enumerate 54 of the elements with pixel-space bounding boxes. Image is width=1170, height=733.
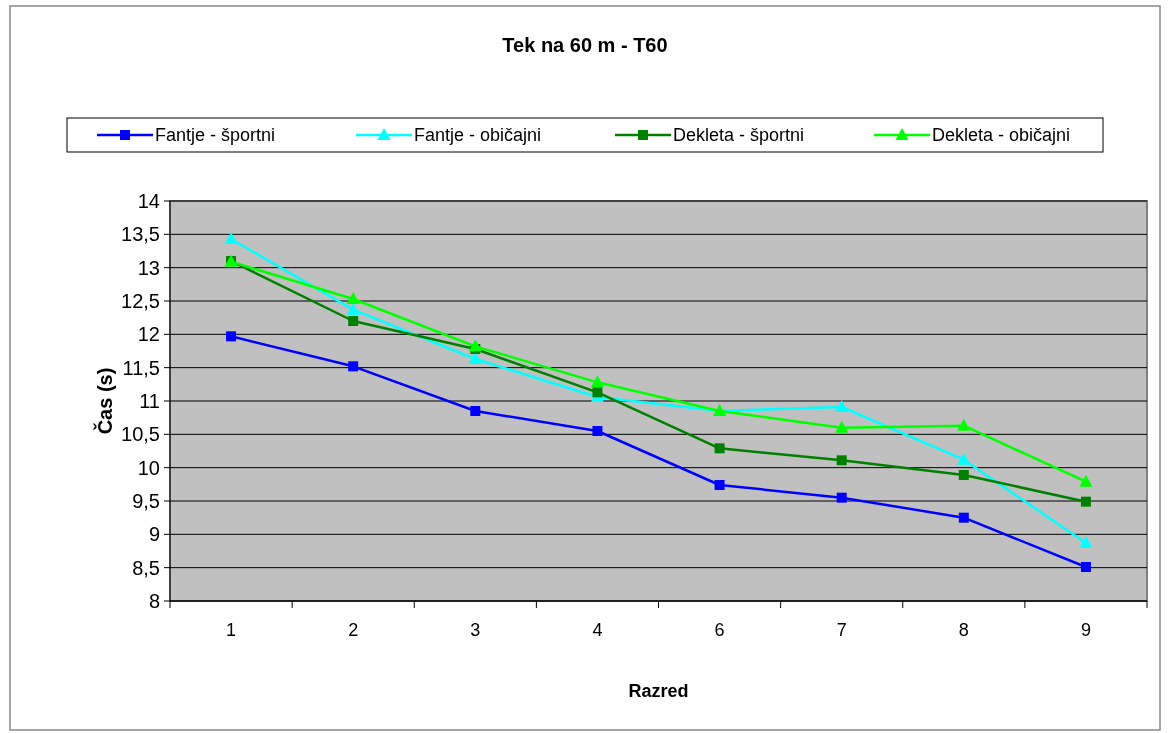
y-axis-title: Čas (s) [93, 367, 116, 435]
point [1079, 536, 1093, 548]
point [226, 331, 237, 342]
x-tick-label: 4 [592, 620, 603, 640]
point [592, 387, 603, 398]
chart-title: Tek na 60 m - T60 [502, 34, 668, 56]
point [590, 375, 604, 388]
x-tick-label: 2 [348, 620, 359, 640]
x-tick-label: 3 [470, 620, 481, 640]
point [836, 492, 847, 503]
point [835, 420, 849, 433]
y-tick-label: 9,5 [132, 490, 160, 512]
y-tick-label: 13 [137, 256, 160, 279]
y-tick-label: 12 [137, 323, 160, 346]
point [836, 455, 847, 466]
point [1080, 496, 1091, 507]
x-tick-label: 7 [836, 620, 847, 640]
point [1079, 474, 1093, 487]
legend-label: Dekleta - športni [673, 125, 805, 146]
x-tick-label: 6 [714, 620, 725, 640]
x-tick-label: 8 [958, 620, 969, 640]
y-tick-label: 13,5 [121, 223, 160, 246]
y-tick-label: 11 [139, 390, 160, 412]
y-tick-label: 12,5 [121, 290, 160, 312]
x-tick-label: 1 [226, 620, 237, 640]
point [957, 452, 971, 465]
x-tick-label: 9 [1080, 620, 1091, 640]
point [714, 443, 725, 454]
point [958, 470, 969, 480]
point [468, 339, 482, 352]
y-tick-label: 8 [148, 590, 160, 612]
point [470, 406, 481, 416]
point [468, 352, 482, 364]
point [957, 418, 971, 431]
y-tick-label: 11,5 [122, 356, 160, 379]
y-tick-label: 8,5 [132, 556, 160, 579]
point [714, 480, 725, 490]
point [1080, 562, 1091, 572]
point [835, 400, 849, 412]
point [958, 512, 969, 523]
point [348, 316, 359, 326]
point [224, 232, 238, 244]
y-tick-label: 10 [137, 456, 160, 479]
x-axis-title: Razred [628, 681, 689, 701]
y-tick-label: 14 [137, 190, 160, 212]
legend-label: Fantje - običajni [414, 125, 542, 146]
point [348, 361, 359, 372]
legend-label: Fantje - športni [155, 125, 276, 146]
point [346, 292, 360, 304]
y-tick-label: 10,5 [121, 423, 160, 446]
y-tick-label: 9 [148, 523, 160, 546]
point [592, 426, 603, 436]
legend-label: Dekleta - običajni [932, 125, 1071, 146]
point [346, 302, 360, 315]
